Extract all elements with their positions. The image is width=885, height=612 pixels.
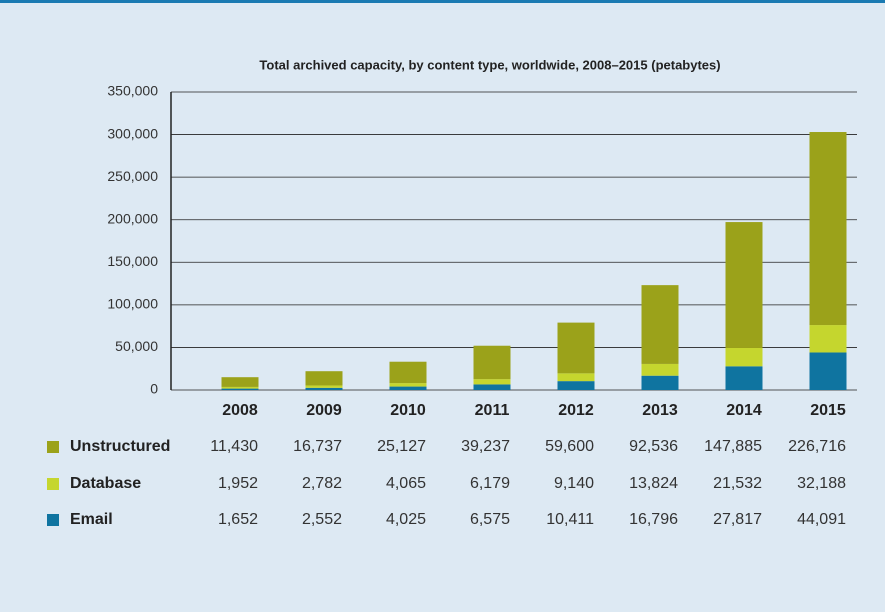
- y-tick-label: 150,000: [107, 253, 158, 269]
- bar-segment: [221, 377, 259, 387]
- table-cell: 147,885: [704, 438, 762, 455]
- bar-segment: [809, 352, 847, 390]
- legend-label: Unstructured: [70, 438, 170, 455]
- table-cell: 32,188: [797, 475, 846, 492]
- bar-segment: [473, 345, 511, 380]
- legend-label: Email: [70, 511, 113, 528]
- bar-segment: [389, 386, 427, 390]
- bar-segment: [473, 379, 511, 385]
- x-tick-label: 2013: [642, 402, 678, 419]
- bar-segment: [725, 222, 763, 348]
- x-tick-label: 2015: [810, 402, 846, 419]
- table-cell: 92,536: [629, 438, 678, 455]
- y-tick-label: 300,000: [107, 125, 158, 141]
- y-tick-label: 50,000: [115, 338, 158, 354]
- legend-swatch: [47, 514, 59, 526]
- bar-segment: [473, 384, 511, 390]
- x-tick-label: 2008: [222, 402, 258, 419]
- y-tick-label: 250,000: [107, 168, 158, 184]
- chart-title: Total archived capacity, by content type…: [259, 57, 720, 72]
- bar-segment: [725, 347, 763, 367]
- table-cell: 16,796: [629, 511, 678, 528]
- table-cell: 6,575: [470, 511, 510, 528]
- table-cell: 44,091: [797, 511, 846, 528]
- x-tick-label: 2011: [475, 402, 510, 419]
- table-cell: 27,817: [713, 511, 762, 528]
- bar-segment: [221, 388, 259, 390]
- table-cell: 4,025: [386, 511, 426, 528]
- table-cell: 2,552: [302, 511, 342, 528]
- table-cell: 9,140: [554, 475, 594, 492]
- table-cell: 13,824: [629, 475, 678, 492]
- bar-segment: [305, 387, 343, 390]
- x-tick-label: 2009: [306, 402, 342, 419]
- bar-segment: [389, 361, 427, 384]
- x-tick-label: 2014: [726, 402, 762, 419]
- top-border: [0, 0, 885, 3]
- bar-segment: [557, 373, 595, 382]
- table-cell: 25,127: [377, 438, 426, 455]
- legend-label: Database: [70, 475, 141, 492]
- y-tick-label: 200,000: [107, 210, 158, 226]
- x-tick-label: 2012: [558, 402, 594, 419]
- legend-swatch: [47, 441, 59, 453]
- bar-segment: [641, 375, 679, 390]
- y-tick-label: 350,000: [107, 83, 158, 99]
- bar-segment: [557, 322, 595, 374]
- bar-segment: [641, 285, 679, 364]
- table-cell: 10,411: [546, 511, 594, 528]
- bar-segment: [641, 363, 679, 376]
- table-cell: 6,179: [470, 475, 510, 492]
- table-cell: 4,065: [386, 475, 426, 492]
- bar-segment: [809, 325, 847, 353]
- bar-segment: [221, 386, 259, 389]
- table-cell: 16,737: [293, 438, 342, 455]
- table-cell: 59,600: [545, 438, 594, 455]
- bar-segment: [809, 132, 847, 326]
- legend-swatch: [47, 478, 59, 490]
- x-tick-label: 2010: [390, 402, 426, 419]
- y-tick-label: 100,000: [107, 296, 158, 312]
- table-cell: 21,532: [713, 475, 762, 492]
- bar-segment: [305, 371, 343, 386]
- table-cell: 1,652: [218, 511, 258, 528]
- table-cell: 2,782: [302, 475, 342, 492]
- bar-segment: [557, 381, 595, 390]
- bar-segment: [389, 383, 427, 387]
- table-cell: 11,430: [210, 438, 258, 455]
- table-cell: 39,237: [461, 438, 510, 455]
- bar-segment: [305, 385, 343, 388]
- table-cell: 226,716: [788, 438, 846, 455]
- bar-segment: [725, 366, 763, 390]
- y-tick-label: 0: [150, 381, 158, 397]
- table-cell: 1,952: [218, 475, 258, 492]
